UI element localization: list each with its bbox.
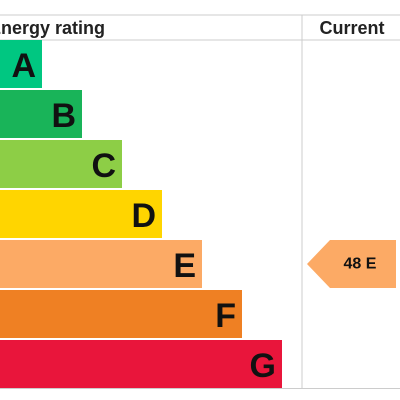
rating-band [0, 40, 42, 88]
band-letter: E [173, 247, 196, 285]
rating-band [0, 240, 202, 288]
band-letter: G [250, 347, 276, 385]
rating-band [0, 190, 162, 238]
band-letter: F [215, 297, 236, 335]
current-title: Current [319, 18, 384, 38]
rating-band [0, 290, 242, 338]
band-letter: D [131, 197, 156, 235]
band-letter: A [11, 47, 36, 85]
current-label: 48 E [344, 256, 377, 273]
band-letter: C [91, 147, 116, 185]
rating-band [0, 90, 82, 138]
band-letter: B [51, 97, 76, 135]
rating-band [0, 140, 122, 188]
rating-title: Energy rating [0, 18, 105, 38]
rating-band [0, 340, 282, 388]
current-arrow [307, 240, 396, 288]
